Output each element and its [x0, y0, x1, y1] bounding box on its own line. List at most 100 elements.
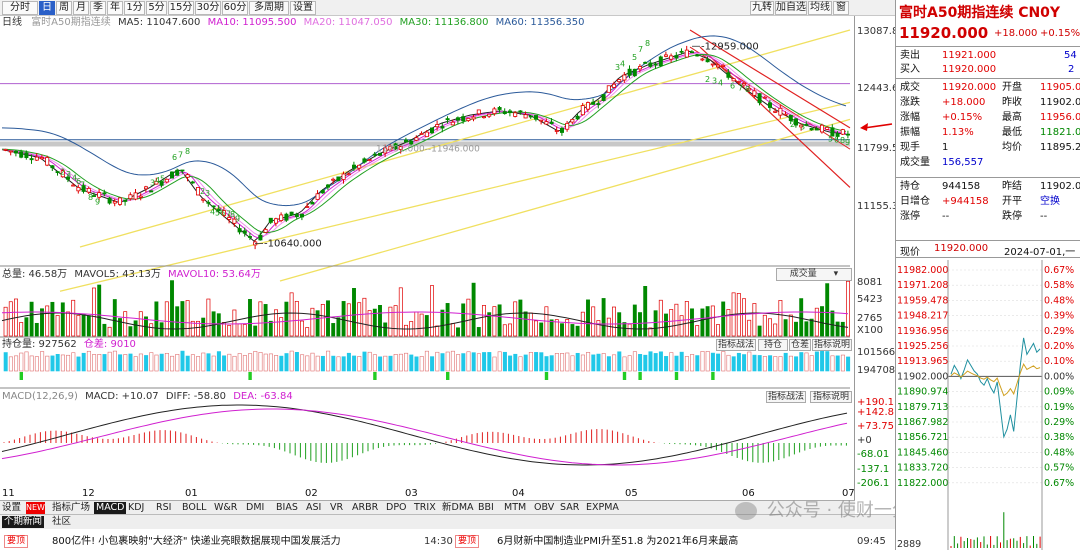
tb-multi[interactable]: 多周期: [249, 1, 289, 15]
volume-bar: [378, 305, 382, 337]
volume-bar: [242, 324, 247, 337]
macd-strategy-button[interactable]: 指标战法: [766, 391, 806, 403]
volume-bar: [820, 306, 824, 337]
oi-bar: [492, 356, 497, 372]
oi-bar: [232, 355, 237, 372]
oi-help-button[interactable]: 指标说明: [812, 339, 852, 351]
news-tab-futures[interactable]: 个期新闻: [2, 516, 45, 528]
tb-1min[interactable]: 1分: [124, 1, 145, 15]
candle-body: [398, 146, 403, 150]
chart-area[interactable]: 日线 富时A50期指连续 MA5: 11047.600 MA10: 11095.…: [0, 16, 855, 500]
tb-quarter[interactable]: 季: [90, 1, 106, 15]
quote-row-value: 1.13%: [942, 127, 974, 138]
wechat-icon: [735, 502, 757, 520]
tb-5min[interactable]: 5分: [146, 1, 167, 15]
nine-turn-digit: 9: [235, 214, 240, 223]
candle-body: [539, 119, 544, 122]
oi-bar: [45, 355, 50, 372]
news-item[interactable]: 要顶 800亿件! 小包裹映射"大经济" 快递业亮眼数据展现中国发展活力 14:…: [4, 535, 453, 549]
candle-body: [81, 185, 86, 192]
volume-bar: [664, 313, 668, 337]
indicator-tab[interactable]: EXPMA: [586, 502, 619, 513]
candle-body: [133, 192, 138, 200]
candlestick-chart[interactable]: -10640.000 -12959.000 11701.000--11946.000…: [0, 16, 855, 500]
indicator-tab[interactable]: ARBR: [352, 502, 379, 513]
indicator-tab[interactable]: DPO: [386, 502, 407, 513]
oi-bar: [419, 356, 424, 372]
tb-settings[interactable]: 设置: [290, 1, 316, 15]
nine-turn-digit: 8: [88, 193, 93, 202]
indicator-tabs: 设置 NEW 指标广场 MACD KDJ RSI BOLL W&R DMI BIAS ASI VR AR…: [0, 500, 855, 514]
oi-bar: [50, 355, 55, 372]
tb-window[interactable]: 窗: [833, 1, 849, 15]
indicator-tab[interactable]: 新DMA: [442, 502, 474, 513]
tb-week[interactable]: 周: [56, 1, 72, 15]
indicator-tab[interactable]: KDJ: [128, 502, 145, 513]
volume-bar: [846, 280, 850, 337]
quote-row-label: 成交量: [900, 157, 930, 168]
oi-bar: [274, 355, 279, 372]
volume-bar: [752, 303, 757, 337]
indicator-tab[interactable]: NEW: [26, 502, 45, 514]
quote-row-value: 空换: [1040, 196, 1060, 207]
dropdown-arrow-icon: ▾: [833, 269, 839, 279]
volume-bar: [679, 315, 684, 337]
indicator-tab[interactable]: BOLL: [182, 502, 207, 513]
news-tab-community[interactable]: 社区: [52, 516, 72, 527]
candle-body: [34, 156, 39, 161]
oi-bar: [825, 351, 830, 372]
indicator-tab[interactable]: VR: [330, 502, 344, 513]
indicator-tab[interactable]: 设置: [2, 502, 22, 513]
news-item[interactable]: 要顶 6月财新中国制造业PMI升至51.8 为2021年6月来最高 09:45: [455, 535, 890, 549]
price-tick: 11155.33: [857, 201, 905, 212]
indicator-tab[interactable]: BBI: [478, 502, 494, 513]
candle-body: [357, 164, 362, 169]
indicator-tab[interactable]: W&R: [214, 502, 238, 513]
tb-month[interactable]: 月: [73, 1, 89, 15]
tb-year[interactable]: 年: [107, 1, 123, 15]
tb-15min[interactable]: 15分: [168, 1, 194, 15]
tb-day[interactable]: 日: [39, 1, 55, 15]
candle-body: [632, 68, 637, 77]
volume-selector[interactable]: 成交量 ▾: [776, 268, 852, 281]
tb-60min[interactable]: 60分: [222, 1, 248, 15]
candle-body: [695, 54, 700, 57]
candle-body: [560, 127, 565, 133]
volume-bar: [424, 315, 429, 337]
indicator-tab[interactable]: MACD: [94, 502, 127, 514]
indicator-tab[interactable]: ASI: [306, 502, 322, 513]
indicator-tab[interactable]: TRIX: [414, 502, 436, 513]
macd-help-button[interactable]: 指标说明: [810, 391, 852, 403]
indicator-tab[interactable]: 指标广场: [52, 502, 91, 513]
indicator-tab[interactable]: OBV: [534, 502, 555, 513]
volume-bar: [180, 301, 185, 337]
candle-body: [580, 105, 585, 116]
indicator-tab[interactable]: SAR: [560, 502, 580, 513]
indicator-tab[interactable]: DMI: [246, 502, 265, 513]
tb-fenshi[interactable]: 分时: [2, 1, 38, 15]
oi-bar: [461, 353, 466, 372]
oi-bar: [809, 355, 814, 372]
tb-add-watch[interactable]: 加自选: [775, 1, 807, 15]
nine-turn-digit: 7: [738, 83, 743, 92]
oi-hold-button[interactable]: 持仓: [758, 339, 788, 351]
nine-turn-digit: 6: [220, 208, 225, 217]
macd-tick: -137.1: [857, 464, 890, 475]
oi-bar: [326, 350, 331, 372]
indicator-tab[interactable]: BIAS: [276, 502, 298, 513]
tb-30min[interactable]: 30分: [195, 1, 221, 15]
intraday-price-tick: 11902.000: [897, 371, 948, 382]
indicator-tab[interactable]: RSI: [156, 502, 172, 513]
volume-bar: [648, 327, 653, 337]
oi-diff-button[interactable]: 仓差: [789, 339, 811, 351]
oi-bar: [201, 352, 206, 372]
oi-bar: [747, 351, 752, 372]
indicator-tab[interactable]: MTM: [504, 502, 527, 513]
tb-ma[interactable]: 均线: [808, 1, 832, 15]
oi-bar: [440, 353, 445, 372]
tb-jiuzhuan[interactable]: 九转: [750, 1, 774, 15]
period-label: 日线: [2, 17, 22, 28]
oi-strategy-button[interactable]: 指标战法: [716, 339, 756, 351]
intraday-chart[interactable]: 11982.000 0.67% 11971.208 0.58% 11959.478 0.4…: [896, 260, 1080, 550]
oi-bar: [279, 355, 284, 372]
